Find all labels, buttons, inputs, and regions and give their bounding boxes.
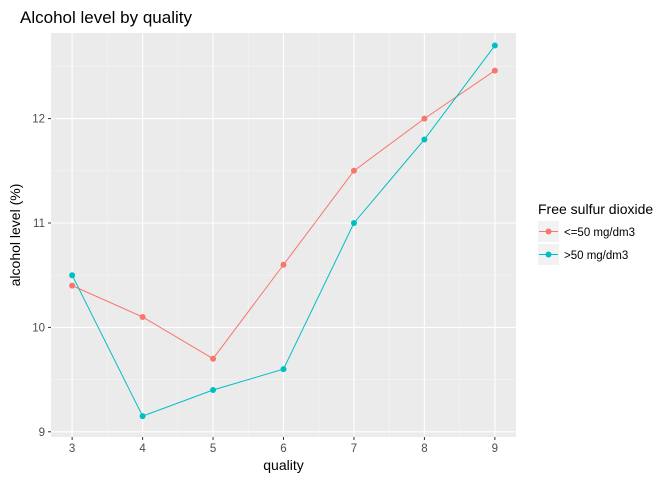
series-layer: [69, 42, 498, 420]
legend-title: Free sulfur dioxide: [538, 201, 653, 217]
data-point-series-0: [210, 355, 217, 362]
legend-label: >50 mg/dm3: [564, 250, 628, 262]
data-point-series-1: [280, 366, 287, 373]
legend-key-point: [545, 251, 552, 258]
data-point-series-1: [491, 42, 498, 49]
data-point-series-1: [210, 387, 217, 394]
data-point-series-0: [69, 282, 76, 289]
data-point-series-1: [139, 413, 146, 420]
legend-key-point: [545, 228, 552, 235]
y-tick-label: 12: [32, 114, 45, 126]
x-tick-label: 7: [351, 443, 357, 455]
data-point-series-0: [139, 313, 146, 320]
data-point-series-0: [280, 261, 287, 268]
data-point-series-1: [350, 219, 357, 226]
y-axis-ticks: 9 10 11 12: [32, 114, 51, 439]
x-tick-label: 9: [492, 443, 498, 455]
y-tick-label: 9: [39, 427, 45, 439]
x-axis-title: quality: [263, 457, 303, 473]
data-point-series-1: [69, 272, 76, 279]
x-tick-label: 4: [139, 443, 146, 455]
major-gridlines: [51, 33, 516, 437]
data-point-series-0: [491, 67, 498, 74]
y-axis-title: alcohol level (%): [7, 184, 23, 287]
legend-label: <=50 mg/dm3: [564, 227, 635, 239]
data-point-series-0: [350, 167, 357, 174]
chart-title: Alcohol level by quality: [20, 8, 192, 27]
data-point-series-1: [421, 136, 428, 143]
legend-items: <=50 mg/dm3 >50 mg/dm3: [538, 221, 635, 265]
legend: Free sulfur dioxide <=50 mg/dm3 >50 mg/dm…: [538, 201, 653, 265]
y-tick-label: 11: [33, 218, 45, 230]
x-tick-label: 6: [280, 443, 286, 455]
x-tick-label: 5: [210, 443, 216, 455]
y-tick-label: 10: [32, 322, 45, 334]
data-point-series-0: [421, 115, 428, 122]
x-axis-ticks: 3 4 5 6 7 8 9: [69, 437, 498, 455]
x-tick-label: 3: [69, 443, 75, 455]
x-tick-label: 8: [421, 443, 427, 455]
